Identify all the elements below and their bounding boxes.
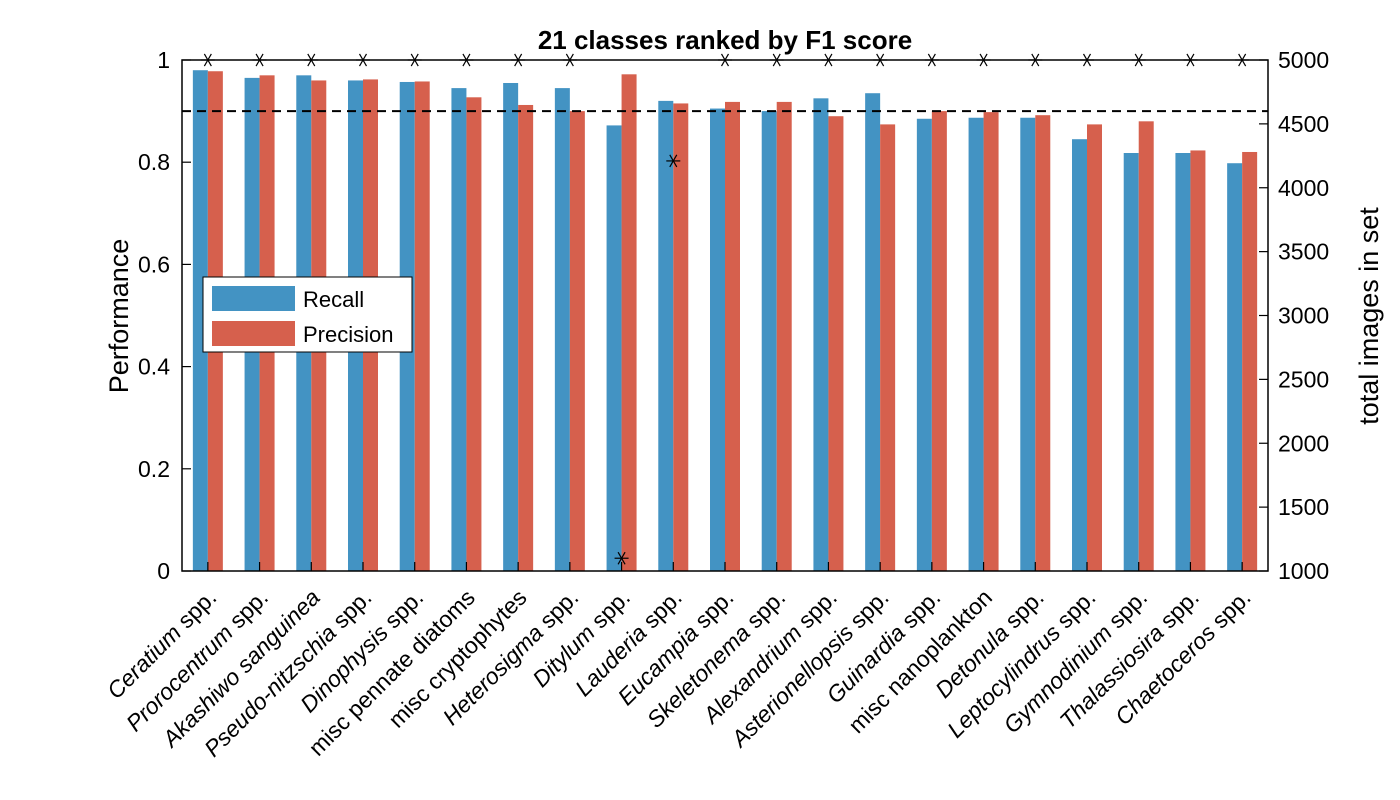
left-tick-label: 0.2 [138, 456, 170, 482]
chart-title: 21 classes ranked by F1 score [538, 25, 912, 55]
bar-recall-heterosigma-spp [554, 88, 570, 571]
left-tick-label: 0.8 [138, 149, 170, 175]
left-tick-label: 0 [157, 558, 170, 584]
bar-precision-guinardia-spp [931, 111, 947, 571]
bar-precision-ditylum-spp [621, 74, 637, 572]
bar-recall-misc-pennate-diatoms [451, 88, 467, 571]
bar-precision-heterosigma-spp [569, 111, 585, 571]
bar-recall-eucampia-spp [710, 108, 725, 572]
right-axis-ticks: 1000 1500 2000 2500 3000 3500 4000 4500 5000 [1259, 47, 1329, 584]
bar-recall-guinardia-spp [916, 118, 932, 571]
legend-swatch-precision [212, 321, 295, 346]
bar-recall-misc-nanoplankton [968, 117, 984, 572]
right-tick-label: 3500 [1278, 239, 1329, 265]
bar-precision-gymnodinium-spp [1138, 121, 1154, 571]
bar-precision-skeletonema-spp [776, 101, 792, 571]
bar-precision-asterionellopsis-spp [880, 124, 896, 572]
bar-recall-misc-cryptophytes [503, 82, 519, 572]
right-tick-label: 4500 [1278, 111, 1329, 137]
left-axis-ticks: 0 0.2 0.4 0.6 0.8 1 [138, 47, 191, 584]
bar-precision-dinophysis-spp [414, 81, 430, 571]
y-axis-label: Performance [104, 239, 134, 394]
left-tick-label: 1 [157, 47, 170, 73]
left-tick-label: 0.6 [138, 251, 170, 277]
bar-precision-chaetoceros-spp [1242, 151, 1258, 572]
bar-recall-skeletonema-spp [761, 111, 777, 571]
right-tick-label: 1000 [1278, 558, 1329, 584]
right-tick-label: 2500 [1278, 366, 1329, 392]
bar-precision-leptocylindrus-spp [1087, 124, 1102, 572]
bar-precision-misc-pennate-diatoms [466, 97, 482, 571]
bar-recall-lauderia-spp [658, 100, 674, 571]
left-tick-label: 0.4 [138, 354, 170, 380]
legend-label-recall: Recall [303, 287, 364, 312]
bar-recall-gymnodinium-spp [1123, 153, 1139, 571]
right-tick-label: 4000 [1278, 175, 1329, 201]
bar-precision-misc-cryptophytes [518, 104, 534, 571]
bar-recall-alexandrium-spp [813, 98, 829, 571]
marker-lauderia-spp [666, 154, 681, 168]
bar-recall-asterionellopsis-spp [865, 93, 881, 571]
bar-precision-detonula-spp [1035, 115, 1051, 572]
bar-precision-lauderia-spp [673, 103, 689, 571]
right-tick-label: 2000 [1278, 430, 1329, 456]
bar-recall-chaetoceros-spp [1227, 163, 1243, 572]
bar-precision-alexandrium-spp [828, 116, 844, 572]
legend-swatch-recall [212, 286, 295, 311]
bar-recall-ceratium-spp [192, 70, 208, 571]
bar-recall-ditylum-spp [606, 125, 622, 572]
bar-precision-thalassiosira-spp [1190, 150, 1206, 571]
bar-precision-misc-nanoplankton [983, 112, 999, 571]
right-tick-label: 1500 [1278, 494, 1329, 520]
marker-ditylum-spp [614, 551, 629, 565]
bar-recall-thalassiosira-spp [1175, 153, 1191, 571]
legend: Recall Precision [202, 276, 413, 353]
legend-label-precision: Precision [303, 322, 393, 347]
bars-group [192, 70, 1258, 572]
bar-recall-detonula-spp [1020, 117, 1036, 572]
bar-precision-eucampia-spp [725, 101, 740, 571]
right-tick-label: 3000 [1278, 303, 1329, 329]
y-axis-right-label: total images in set [1354, 207, 1384, 425]
bar-recall-leptocylindrus-spp [1072, 139, 1087, 571]
right-tick-label: 5000 [1278, 47, 1329, 73]
